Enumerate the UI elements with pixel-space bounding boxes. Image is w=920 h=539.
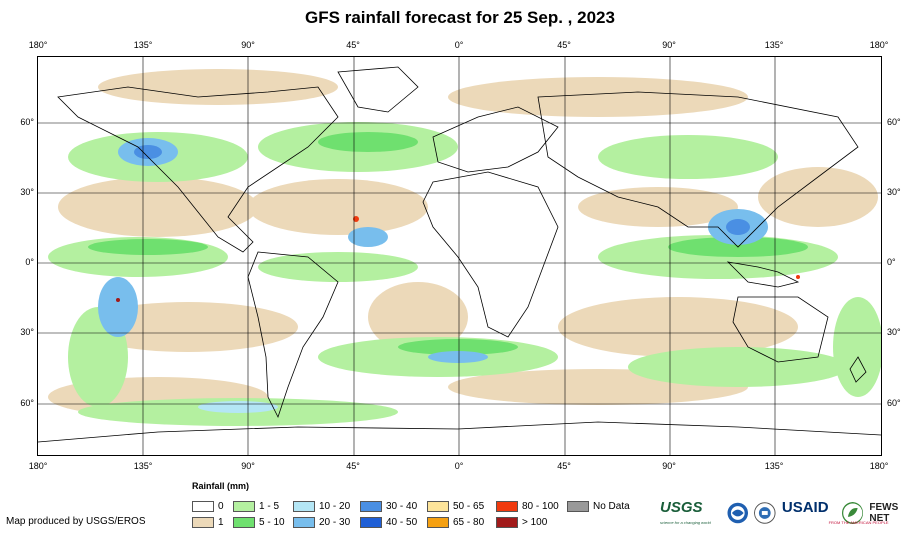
rainfall-map	[37, 56, 882, 456]
legend-item: 40 - 50	[360, 516, 417, 528]
fews-net-leaf-icon	[841, 502, 864, 524]
legend-swatch	[360, 500, 382, 512]
graticule	[38, 57, 881, 455]
legend-swatch	[192, 516, 214, 528]
lat-tick-label: 0°	[25, 257, 34, 267]
lon-tick-label: 45°	[346, 40, 360, 50]
usgs-logo-text: USGS	[660, 499, 703, 516]
lon-tick-label: 135°	[764, 461, 784, 471]
legend-item: 30 - 40	[360, 500, 417, 512]
legend-label: 0	[218, 500, 224, 512]
lon-tick-label: 45°	[557, 40, 571, 50]
legend-item: 1 - 5	[233, 500, 279, 512]
lat-tick-label: 30°	[887, 187, 901, 197]
lon-tick-label: 180°	[869, 40, 889, 50]
legend-item: 65 - 80	[427, 516, 484, 528]
legend-swatch	[233, 500, 255, 512]
doi-seal-icon	[754, 502, 776, 524]
usaid-logo-text: USAID	[781, 499, 829, 516]
legend-item: 10 - 20	[293, 500, 350, 512]
legend-swatch	[293, 516, 315, 528]
legend-item: 5 - 10	[233, 516, 285, 528]
lon-tick-label: 90°	[241, 40, 255, 50]
noaa-seal-icon	[727, 502, 748, 524]
lon-tick-label: 90°	[241, 461, 255, 471]
legend-swatch	[427, 500, 449, 512]
legend-label: 80 - 100	[522, 500, 559, 512]
legend-label: 30 - 40	[386, 500, 418, 512]
legend-swatch	[427, 516, 449, 528]
legend-swatch	[496, 516, 518, 528]
agency-logos: USGS science for a changing world USAID …	[660, 499, 920, 527]
lat-tick-label: 60°	[887, 117, 901, 127]
lon-tick-label: 0°	[454, 40, 464, 50]
usgs-tagline: science for a changing world	[660, 520, 711, 525]
legend-label: 1 - 5	[259, 500, 280, 512]
legend-label: 20 - 30	[319, 516, 351, 528]
legend-item: 1	[192, 516, 224, 528]
lat-tick-label: 30°	[887, 327, 901, 337]
legend-label: 40 - 50	[386, 516, 418, 528]
legend-item: No Data	[567, 500, 630, 512]
lat-tick-label: 60°	[887, 398, 901, 408]
legend-item: 0	[192, 500, 224, 512]
legend-swatch	[293, 500, 315, 512]
legend-item: 20 - 30	[293, 516, 350, 528]
legend-swatch	[360, 516, 382, 528]
legend-label: > 100	[522, 516, 548, 528]
lon-tick-label: 180°	[869, 461, 889, 471]
fews-net-logo-text: FEWS NET	[869, 502, 899, 524]
map-credit: Map produced by USGS/EROS	[6, 516, 146, 527]
legend-label: 65 - 80	[453, 516, 485, 528]
lon-tick-label: 135°	[764, 40, 784, 50]
usgs-logo: USGS science for a changing world	[660, 499, 721, 527]
lon-tick-label: 180°	[28, 40, 48, 50]
lat-tick-label: 60°	[20, 117, 34, 127]
usaid-tagline: FROM THE AMERICAN PEOPLE	[828, 520, 889, 525]
legend-label: 5 - 10	[259, 516, 285, 528]
legend-swatch	[496, 500, 518, 512]
legend-label: No Data	[593, 500, 630, 512]
lat-tick-label: 0°	[887, 257, 896, 267]
legend-swatch	[567, 500, 589, 512]
map-title: GFS rainfall forecast for 25 Sep. , 2023	[305, 8, 615, 27]
usaid-logo: USAID FROM THE AMERICAN PEOPLE	[781, 499, 889, 527]
lon-tick-label: 90°	[662, 461, 676, 471]
legend-title: Rainfall (mm)	[192, 481, 250, 491]
lon-tick-label: 180°	[28, 461, 48, 471]
lon-tick-label: 45°	[346, 461, 360, 471]
lon-tick-label: 45°	[557, 461, 571, 471]
lat-tick-label: 60°	[20, 398, 34, 408]
lon-tick-label: 135°	[133, 461, 153, 471]
legend-item: 50 - 65	[427, 500, 484, 512]
coastlines	[38, 66, 881, 443]
legend-label: 10 - 20	[319, 500, 351, 512]
lon-tick-label: 135°	[133, 40, 153, 50]
legend-swatch	[233, 516, 255, 528]
legend-item: 80 - 100	[496, 500, 559, 512]
map-svg	[38, 57, 881, 455]
rainfall-field	[48, 69, 881, 426]
lat-tick-label: 30°	[20, 327, 34, 337]
lat-tick-label: 30°	[20, 187, 34, 197]
legend-label: 1	[218, 516, 224, 528]
legend-label: 50 - 65	[453, 500, 485, 512]
legend-item: > 100	[496, 516, 547, 528]
lon-tick-label: 0°	[454, 461, 464, 471]
legend-swatch	[192, 500, 214, 512]
lon-tick-label: 90°	[662, 40, 676, 50]
